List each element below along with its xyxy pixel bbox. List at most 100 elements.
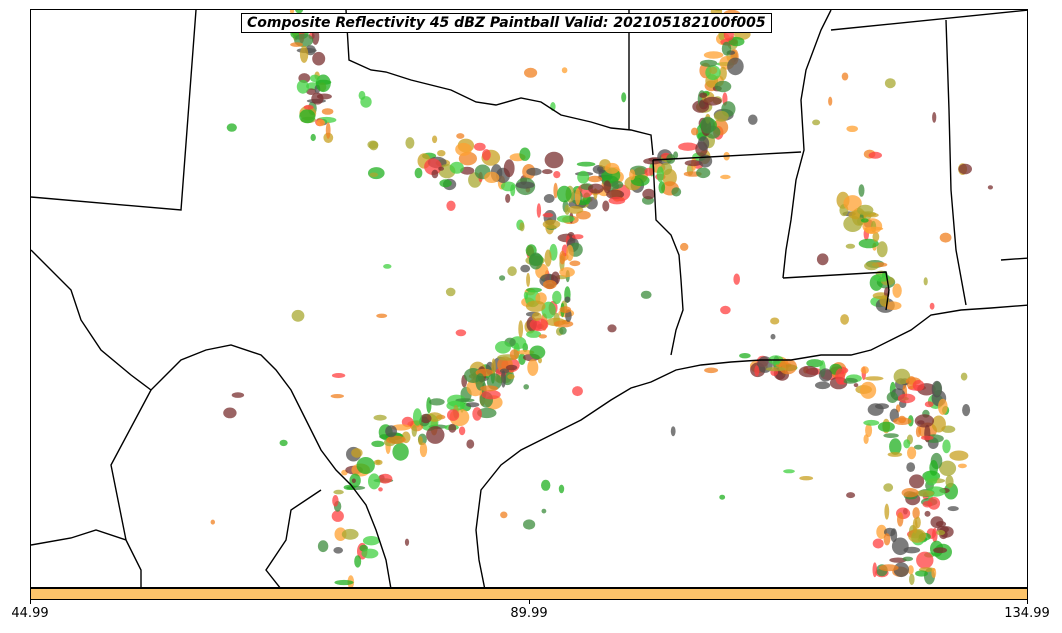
paintball-cell-188 [481,390,501,400]
paintball-cell-183 [536,203,542,218]
paintball-cell-539 [962,404,971,417]
border-mexico-2 [31,529,142,587]
paintball-cell-501 [914,414,935,428]
paintball-cell-201 [529,318,549,332]
paintball-cell-319 [703,96,722,106]
paintball-cell-607 [526,167,542,176]
paintball-cell-630 [331,373,346,378]
paintball-cell-472 [909,474,925,489]
paintball-cell-573 [818,368,833,382]
paintball-cell-618 [542,169,553,175]
paintball-cell-715 [783,469,795,474]
border-mexico-1 [110,389,152,541]
paintball-cell-42 [362,536,380,546]
paintball-cell-527 [924,401,934,408]
paintball-cell-704 [960,372,968,381]
paintball-cell-515 [931,567,937,579]
paintball-cell-574 [798,365,819,378]
paintball-cell-2 [458,426,466,436]
colorbar-tick-max [1027,600,1028,604]
paintball-cell-691 [332,495,339,507]
border-tx-la [652,159,684,356]
paintball-cell-203 [559,267,575,278]
paintball-cell-514 [903,546,921,554]
paintball-cell-643 [845,243,856,249]
paintball-cell-366 [312,51,326,66]
paintball-cell-511 [879,564,899,572]
paintball-cell-410 [889,438,902,455]
gulf-coastline [475,304,1027,587]
map-title: Composite Reflectivity 45 dBZ Paintball … [241,13,772,33]
paintball-cell-235 [564,296,571,303]
paintball-cell-367 [299,45,309,63]
paintball-cell-182 [553,320,574,328]
paintball-cell-638 [542,212,554,218]
paintball-cell-659 [523,384,529,390]
paintball-cell-229 [529,345,546,360]
paintball-cell-226 [480,385,499,392]
paintball-cell-177 [334,579,354,586]
paintball-cell-96 [556,215,575,223]
paintball-cell-369 [325,122,331,139]
paintball-cell-194 [552,290,562,305]
paintball-cell-80 [477,407,497,419]
paintball-cell-677 [846,492,856,499]
paintball-cell-693 [303,104,314,110]
paintball-cell-258 [559,306,572,313]
paintball-cell-497 [902,556,914,562]
paintball-cell-293 [719,66,727,81]
border-ar-la [652,151,802,161]
paintball-cell-310 [678,142,698,151]
paintball-cell-90 [356,457,375,474]
paintball-cell-315 [699,59,718,67]
paintball-cell-164 [351,448,363,458]
paintball-cell-669 [507,266,517,277]
paintball-cell-597 [473,142,486,151]
paintball-cell-246 [525,300,546,312]
paintball-cell-675 [733,273,740,285]
paintball-cell-475 [863,419,880,426]
paintball-cell-326 [721,41,732,56]
paintball-cell-695 [316,119,326,127]
paintball-cell-165 [526,272,531,287]
border-tn-line [830,10,1027,31]
paintball-cell-453 [909,573,915,586]
paintball-cell-47 [331,510,344,522]
paintball-cell-0 [378,487,383,492]
paintball-cell-304 [728,36,745,47]
paintball-cell-609 [424,158,442,175]
paintball-cell-259 [386,435,406,444]
paintball-cell-686 [383,264,392,269]
paintball-cell-620 [367,140,379,149]
paintball-cell-702 [884,78,896,89]
paintball-cell-104 [658,181,666,194]
paintball-cell-632 [330,394,344,399]
paintball-cell-436 [872,538,884,549]
paintball-cell-149 [411,425,417,437]
reflectivity-map [31,10,1027,587]
paintball-cell-570 [912,380,925,391]
border-rio-grande [31,249,392,587]
paintball-cell-634 [673,151,679,159]
paintball-cell-416 [949,450,969,461]
paintball-cell-707 [607,324,617,333]
paintball-cell-520 [908,528,927,543]
paintball-cell-561 [860,381,877,399]
paintball-cell-610 [577,170,590,184]
paintball-cell-336 [306,88,317,95]
paintball-cell-708 [559,326,567,335]
paintball-cell-642 [439,179,452,188]
paintball-cell-541 [815,381,831,390]
paintball-cell-151 [392,442,409,461]
paintball-cell-196 [368,473,381,490]
paintball-cell-219 [597,166,604,173]
paintball-cell-663 [279,439,288,447]
colorbar-tick-min [30,600,31,604]
paintball-cell-458 [865,423,873,438]
border-ms-al [945,19,967,306]
paintball-cell-713 [210,519,215,525]
paintball-cell-256 [529,252,543,270]
paintball-cell-438 [939,460,957,476]
paintball-cell-225 [542,219,561,229]
colorbar [30,588,1028,600]
